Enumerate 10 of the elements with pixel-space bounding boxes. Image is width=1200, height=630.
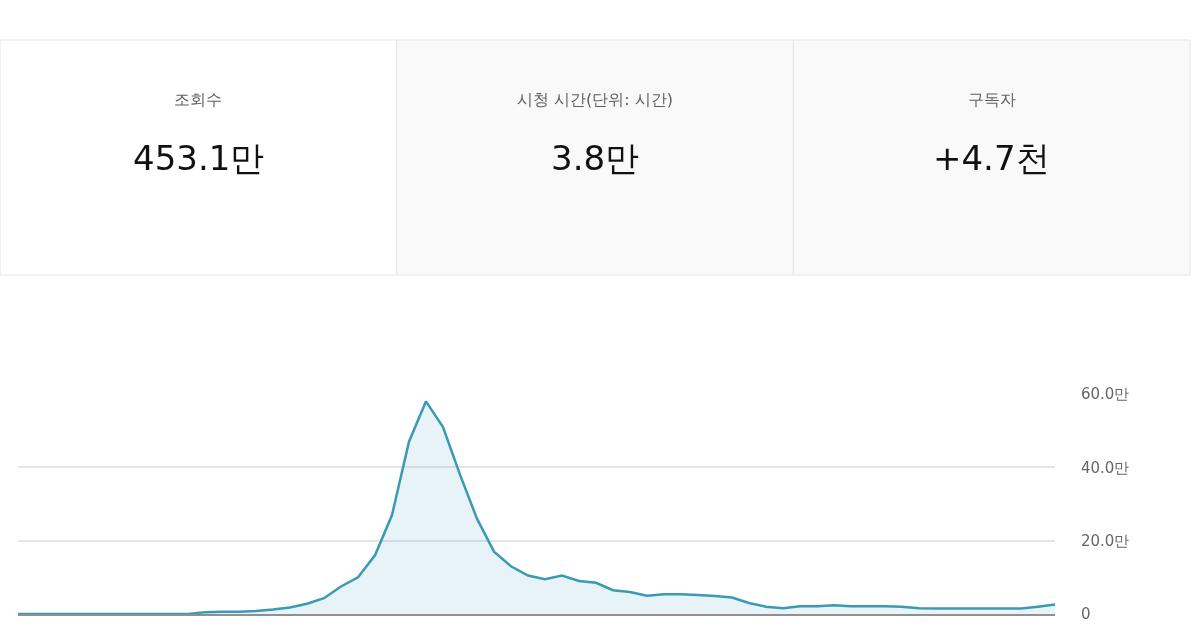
text: +4.7천 bbox=[933, 138, 1050, 178]
y-tick-label: 60.0만 bbox=[1081, 385, 1130, 404]
text: 3.8만 bbox=[551, 138, 640, 178]
y-tick-label: 40.0만 bbox=[1081, 458, 1130, 477]
text: 시청 시간(단위: 시간) bbox=[517, 90, 674, 109]
text: 구독자 bbox=[968, 90, 1016, 109]
y-tick-label: 0 bbox=[1081, 605, 1091, 624]
text: 453.1만 bbox=[133, 138, 265, 178]
y-tick-label: 20.0만 bbox=[1081, 531, 1130, 550]
text: 조회수 bbox=[174, 90, 222, 109]
